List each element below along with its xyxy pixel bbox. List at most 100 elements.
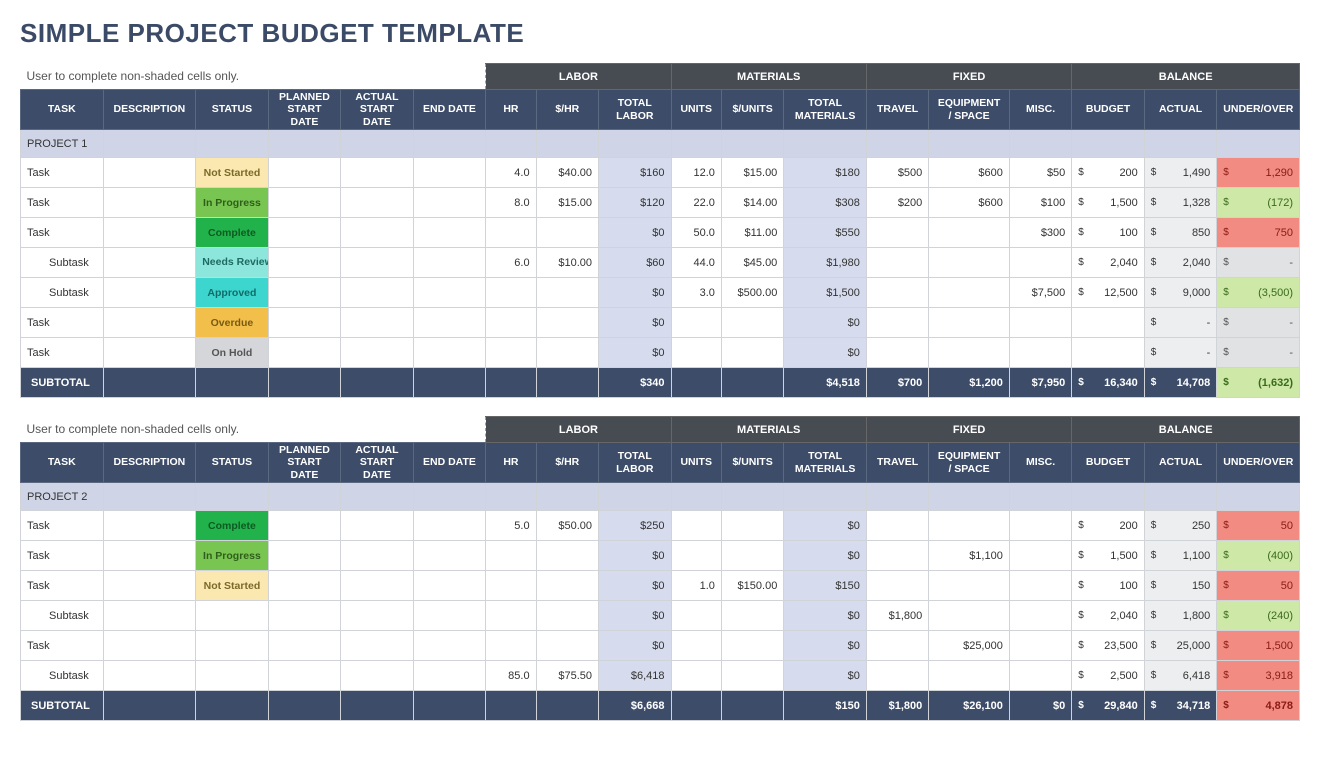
task-cell[interactable]: Task [21,158,104,188]
unit-cost-cell[interactable] [721,338,783,368]
rate-cell[interactable]: $75.50 [536,661,598,691]
budget-cell[interactable]: $200 [1072,158,1145,188]
misc-cell[interactable]: $300 [1009,218,1071,248]
unit-cost-cell[interactable]: $150.00 [721,571,783,601]
unit-cost-cell[interactable] [721,541,783,571]
description-cell[interactable] [103,308,196,338]
date-cell[interactable] [341,338,414,368]
task-cell[interactable]: Task [21,338,104,368]
hr-cell[interactable] [486,631,536,661]
misc-cell[interactable] [1009,571,1071,601]
status-cell[interactable]: Complete [196,511,269,541]
date-cell[interactable] [341,158,414,188]
status-cell[interactable] [196,601,269,631]
budget-cell[interactable]: $100 [1072,571,1145,601]
unit-cost-cell[interactable]: $15.00 [721,158,783,188]
date-cell[interactable] [268,158,341,188]
unit-cost-cell[interactable]: $45.00 [721,248,783,278]
date-cell[interactable] [268,248,341,278]
unit-cost-cell[interactable]: $11.00 [721,218,783,248]
hr-cell[interactable] [486,308,536,338]
date-cell[interactable] [268,631,341,661]
date-cell[interactable] [413,188,486,218]
description-cell[interactable] [103,278,196,308]
date-cell[interactable] [341,248,414,278]
description-cell[interactable] [103,631,196,661]
rate-cell[interactable] [536,338,598,368]
travel-cell[interactable] [866,218,928,248]
rate-cell[interactable]: $50.00 [536,511,598,541]
status-cell[interactable]: Complete [196,218,269,248]
date-cell[interactable] [413,661,486,691]
task-cell[interactable]: Task [21,308,104,338]
unit-cost-cell[interactable] [721,308,783,338]
status-cell[interactable]: In Progress [196,541,269,571]
misc-cell[interactable] [1009,661,1071,691]
misc-cell[interactable] [1009,601,1071,631]
status-cell[interactable]: Not Started [196,571,269,601]
unit-cost-cell[interactable]: $14.00 [721,188,783,218]
date-cell[interactable] [413,158,486,188]
misc-cell[interactable] [1009,248,1071,278]
units-cell[interactable] [671,601,721,631]
budget-cell[interactable] [1072,308,1145,338]
status-cell[interactable]: Not Started [196,158,269,188]
date-cell[interactable] [341,571,414,601]
status-cell[interactable]: Overdue [196,308,269,338]
status-cell[interactable]: On Hold [196,338,269,368]
rate-cell[interactable] [536,631,598,661]
travel-cell[interactable] [866,571,928,601]
status-cell[interactable]: Approved [196,278,269,308]
status-cell[interactable] [196,631,269,661]
rate-cell[interactable] [536,308,598,338]
hr-cell[interactable]: 6.0 [486,248,536,278]
units-cell[interactable] [671,308,721,338]
equip-cell[interactable] [929,278,1010,308]
date-cell[interactable] [341,511,414,541]
hr-cell[interactable] [486,338,536,368]
hr-cell[interactable]: 5.0 [486,511,536,541]
task-cell[interactable]: Subtask [21,248,104,278]
equip-cell[interactable]: $1,100 [929,541,1010,571]
date-cell[interactable] [413,631,486,661]
equip-cell[interactable] [929,308,1010,338]
description-cell[interactable] [103,338,196,368]
equip-cell[interactable] [929,338,1010,368]
equip-cell[interactable]: $25,000 [929,631,1010,661]
task-cell[interactable]: Subtask [21,661,104,691]
hr-cell[interactable] [486,218,536,248]
task-cell[interactable]: Task [21,571,104,601]
hr-cell[interactable]: 4.0 [486,158,536,188]
hr-cell[interactable] [486,278,536,308]
budget-cell[interactable]: $23,500 [1072,631,1145,661]
travel-cell[interactable] [866,631,928,661]
units-cell[interactable] [671,631,721,661]
equip-cell[interactable] [929,601,1010,631]
misc-cell[interactable] [1009,511,1071,541]
travel-cell[interactable] [866,541,928,571]
units-cell[interactable]: 1.0 [671,571,721,601]
equip-cell[interactable] [929,661,1010,691]
budget-cell[interactable]: $100 [1072,218,1145,248]
date-cell[interactable] [341,308,414,338]
unit-cost-cell[interactable] [721,631,783,661]
date-cell[interactable] [341,188,414,218]
unit-cost-cell[interactable]: $500.00 [721,278,783,308]
misc-cell[interactable] [1009,541,1071,571]
date-cell[interactable] [413,511,486,541]
date-cell[interactable] [268,278,341,308]
date-cell[interactable] [268,308,341,338]
equip-cell[interactable] [929,511,1010,541]
units-cell[interactable] [671,541,721,571]
date-cell[interactable] [413,571,486,601]
travel-cell[interactable] [866,308,928,338]
date-cell[interactable] [268,661,341,691]
unit-cost-cell[interactable] [721,511,783,541]
units-cell[interactable]: 22.0 [671,188,721,218]
task-cell[interactable]: Task [21,541,104,571]
status-cell[interactable]: Needs Review [196,248,269,278]
date-cell[interactable] [413,338,486,368]
rate-cell[interactable] [536,218,598,248]
date-cell[interactable] [341,278,414,308]
budget-cell[interactable]: $2,040 [1072,248,1145,278]
